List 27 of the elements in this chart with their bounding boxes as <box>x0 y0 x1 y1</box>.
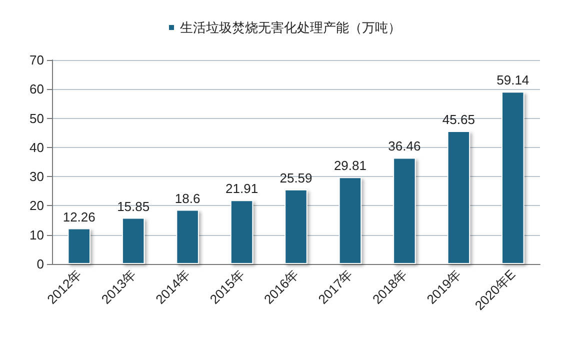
bar <box>68 228 90 264</box>
data-label: 36.46 <box>388 138 421 154</box>
bar <box>338 177 362 264</box>
data-label: 29.81 <box>334 158 366 174</box>
bar <box>393 158 416 264</box>
y-tick-label: 30 <box>30 169 44 184</box>
data-label: 18.6 <box>174 190 200 206</box>
y-tick-label: 0 <box>36 256 44 272</box>
y-tick-label: 60 <box>30 82 44 97</box>
y-tick-label: 50 <box>30 110 44 126</box>
data-label: 12.26 <box>62 209 96 224</box>
data-label: 15.85 <box>117 198 150 214</box>
data-label: 21.91 <box>226 181 258 196</box>
data-label: 45.65 <box>442 112 475 127</box>
bar <box>447 130 470 264</box>
legend-label: 生活垃圾焚烧无害化处理产能（万吨） <box>180 20 401 35</box>
y-tick-label: 70 <box>30 52 44 68</box>
bar <box>122 218 145 264</box>
bar <box>502 92 524 264</box>
bar <box>284 189 308 264</box>
data-label: 59.14 <box>496 72 530 88</box>
y-tick-label: 40 <box>30 140 44 155</box>
bar <box>230 200 254 264</box>
y-tick-label: 10 <box>30 227 44 242</box>
bar <box>176 210 199 264</box>
data-label: 25.59 <box>280 170 312 186</box>
y-tick-label: 20 <box>30 198 44 214</box>
